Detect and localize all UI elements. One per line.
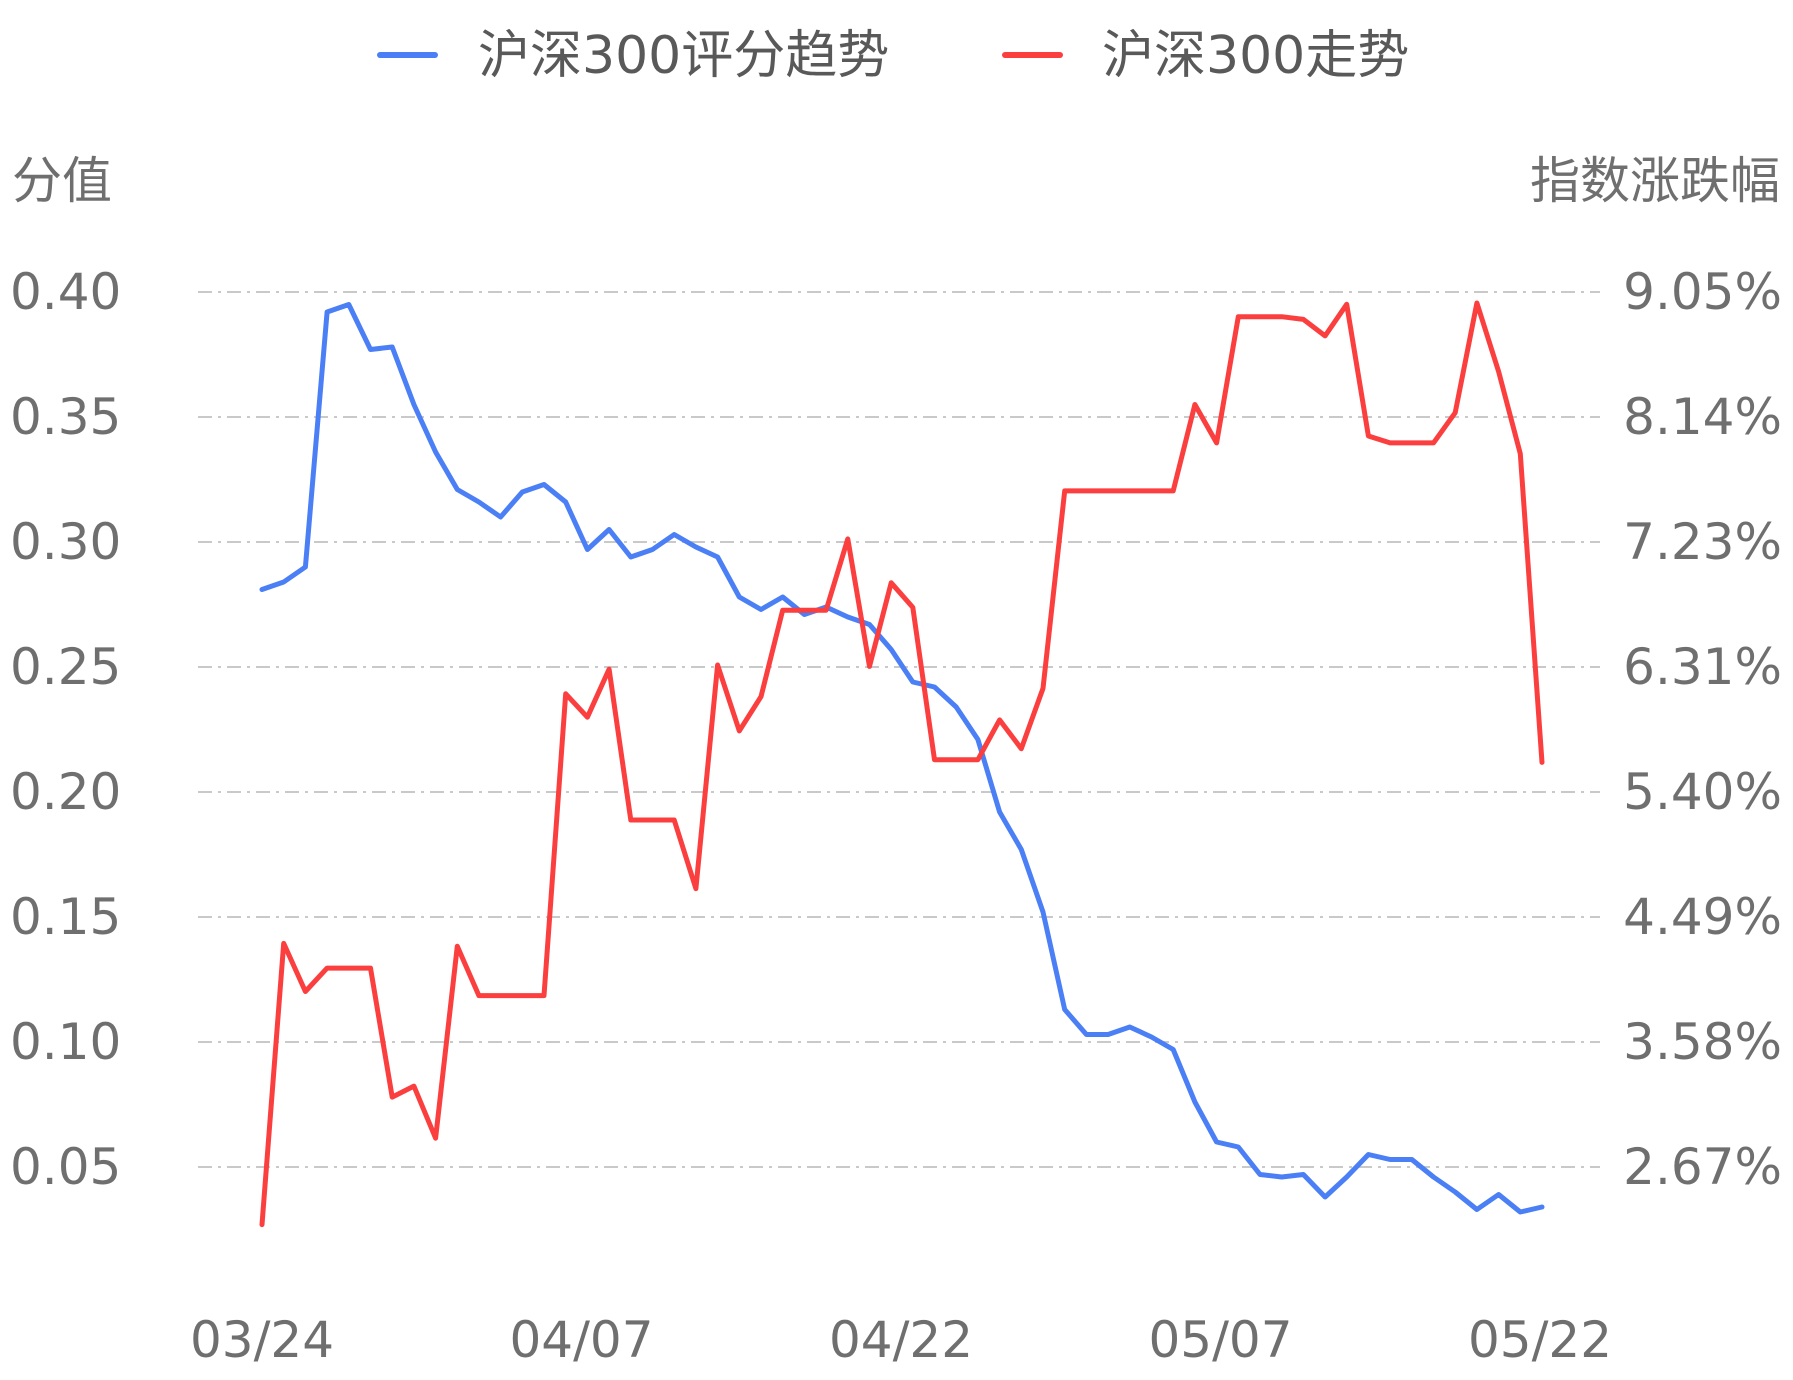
y-right-tick-label: 7.23% [1623, 513, 1782, 571]
y-right-axis: 9.05% 8.14% 7.23% 6.31% 5.40% 4.49% 3.58% 2.67% [1623, 263, 1782, 1196]
legend[interactable]: 沪深300评分趋势 沪深300走势 [377, 26, 1409, 86]
y-right-axis-title: 指数涨跌幅 [1530, 152, 1780, 210]
x-tick-label: 04/07 [509, 1311, 653, 1369]
y-right-tick-label: 8.14% [1623, 388, 1782, 446]
x-tick-label: 03/24 [190, 1311, 334, 1369]
y-right-tick-label: 3.58% [1623, 1013, 1782, 1071]
series-line-score [259, 302, 1545, 1215]
y-left-tick-label: 0.10 [10, 1013, 121, 1071]
y-right-tick-label: 9.05% [1623, 263, 1782, 321]
gridlines [198, 291, 1600, 1168]
y-right-tick-label: 4.49% [1623, 888, 1782, 946]
y-left-axis: 0.40 0.35 0.30 0.25 0.20 0.15 0.10 0.05 [10, 263, 121, 1196]
x-tick-label: 05/07 [1148, 1311, 1292, 1369]
y-right-tick-label: 5.40% [1623, 763, 1782, 821]
y-left-tick-label: 0.05 [10, 1138, 121, 1196]
y-left-tick-label: 0.30 [10, 513, 121, 571]
x-tick-label: 04/22 [829, 1311, 973, 1369]
y-right-tick-label: 2.67% [1623, 1138, 1782, 1196]
y-left-tick-label: 0.25 [10, 638, 121, 696]
legend-label-index: 沪深300走势 [1102, 26, 1409, 86]
y-right-tick-label: 6.31% [1623, 638, 1782, 696]
x-tick-label: 05/22 [1468, 1311, 1612, 1369]
y-left-tick-label: 0.20 [10, 763, 121, 821]
y-left-tick-label: 0.35 [10, 388, 121, 446]
y-left-tick-label: 0.15 [10, 888, 121, 946]
legend-label-score: 沪深300评分趋势 [478, 26, 889, 86]
x-axis: 03/24 04/07 04/22 05/07 05/22 [190, 1311, 1612, 1369]
plot-area [259, 300, 1545, 1228]
series-line-index [259, 300, 1545, 1228]
y-left-tick-label: 0.40 [10, 263, 121, 321]
y-left-axis-title: 分值 [12, 152, 112, 210]
